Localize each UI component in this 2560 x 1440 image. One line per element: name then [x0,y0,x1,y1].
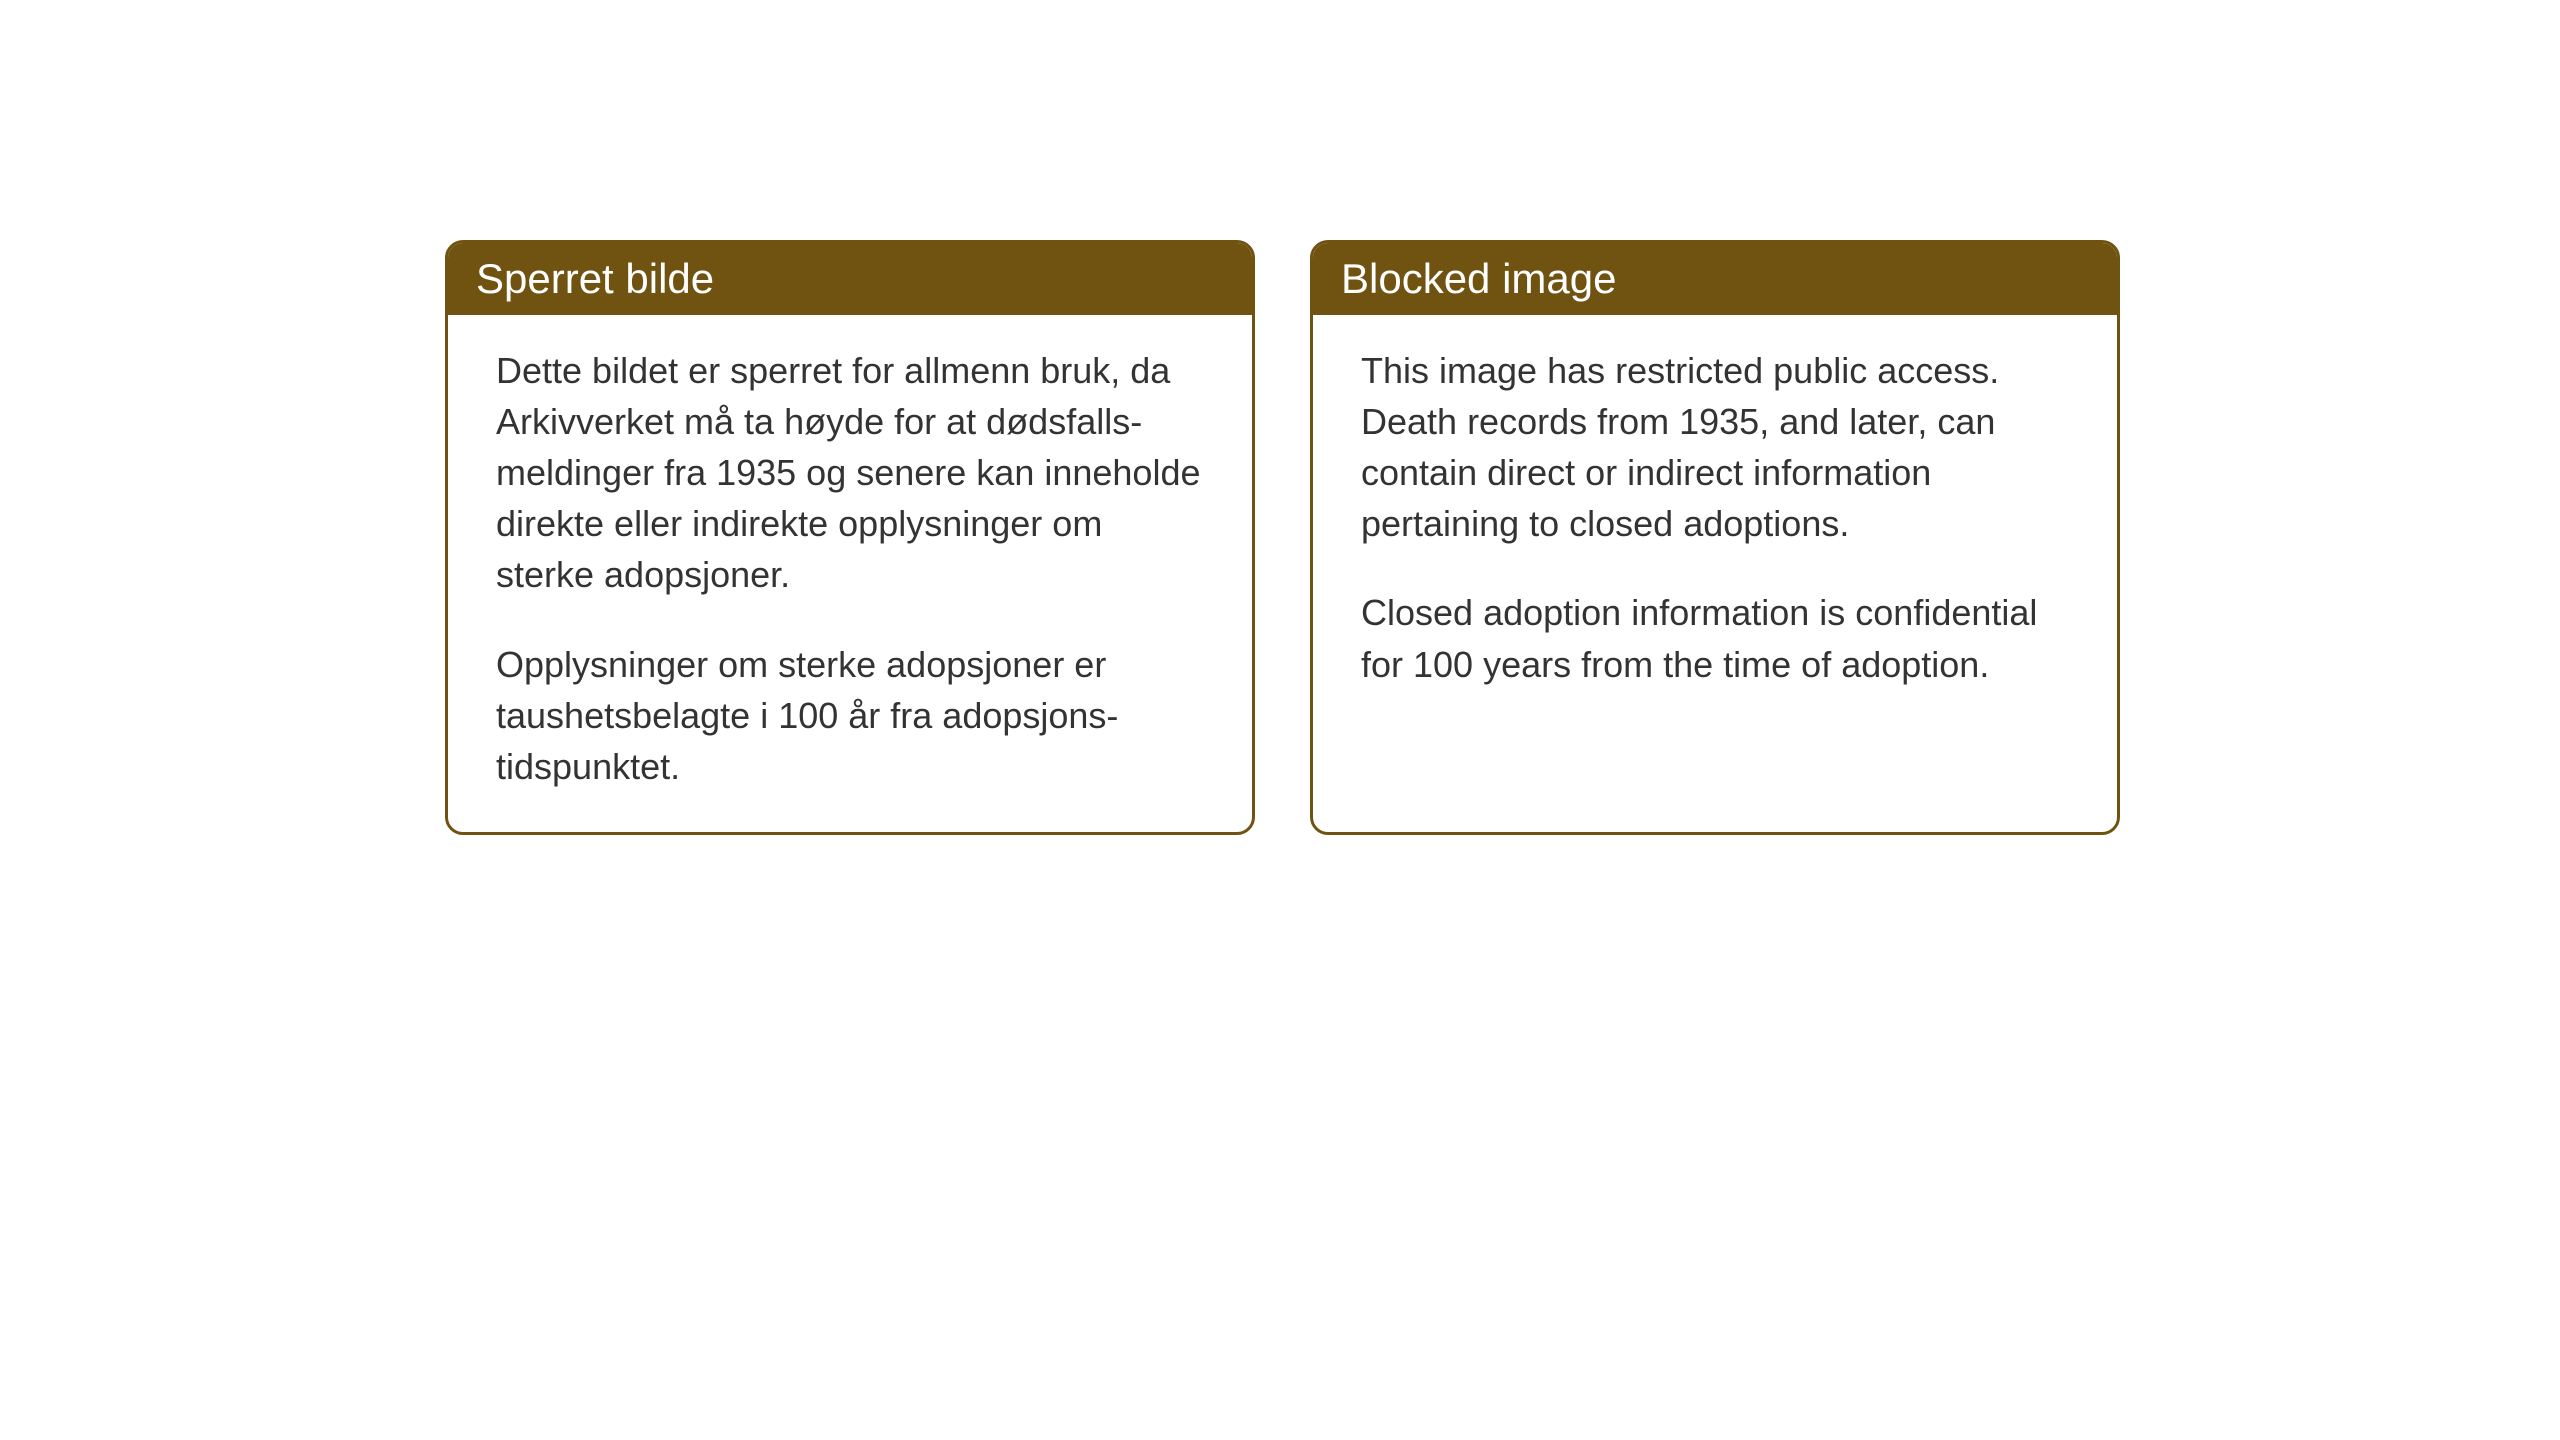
norwegian-card: Sperret bilde Dette bildet er sperret fo… [445,240,1255,835]
english-card-body: This image has restricted public access.… [1313,315,2117,730]
english-card-header: Blocked image [1313,243,2117,315]
norwegian-card-header: Sperret bilde [448,243,1252,315]
norwegian-paragraph-1: Dette bildet er sperret for allmenn bruk… [496,345,1204,601]
cards-container: Sperret bilde Dette bildet er sperret fo… [445,240,2120,835]
english-card-title: Blocked image [1341,255,1616,302]
english-paragraph-1: This image has restricted public access.… [1361,345,2069,549]
english-card: Blocked image This image has restricted … [1310,240,2120,835]
english-paragraph-2: Closed adoption information is confident… [1361,587,2069,689]
norwegian-card-title: Sperret bilde [476,255,714,302]
norwegian-paragraph-2: Opplysninger om sterke adopsjoner er tau… [496,639,1204,792]
norwegian-card-body: Dette bildet er sperret for allmenn bruk… [448,315,1252,832]
